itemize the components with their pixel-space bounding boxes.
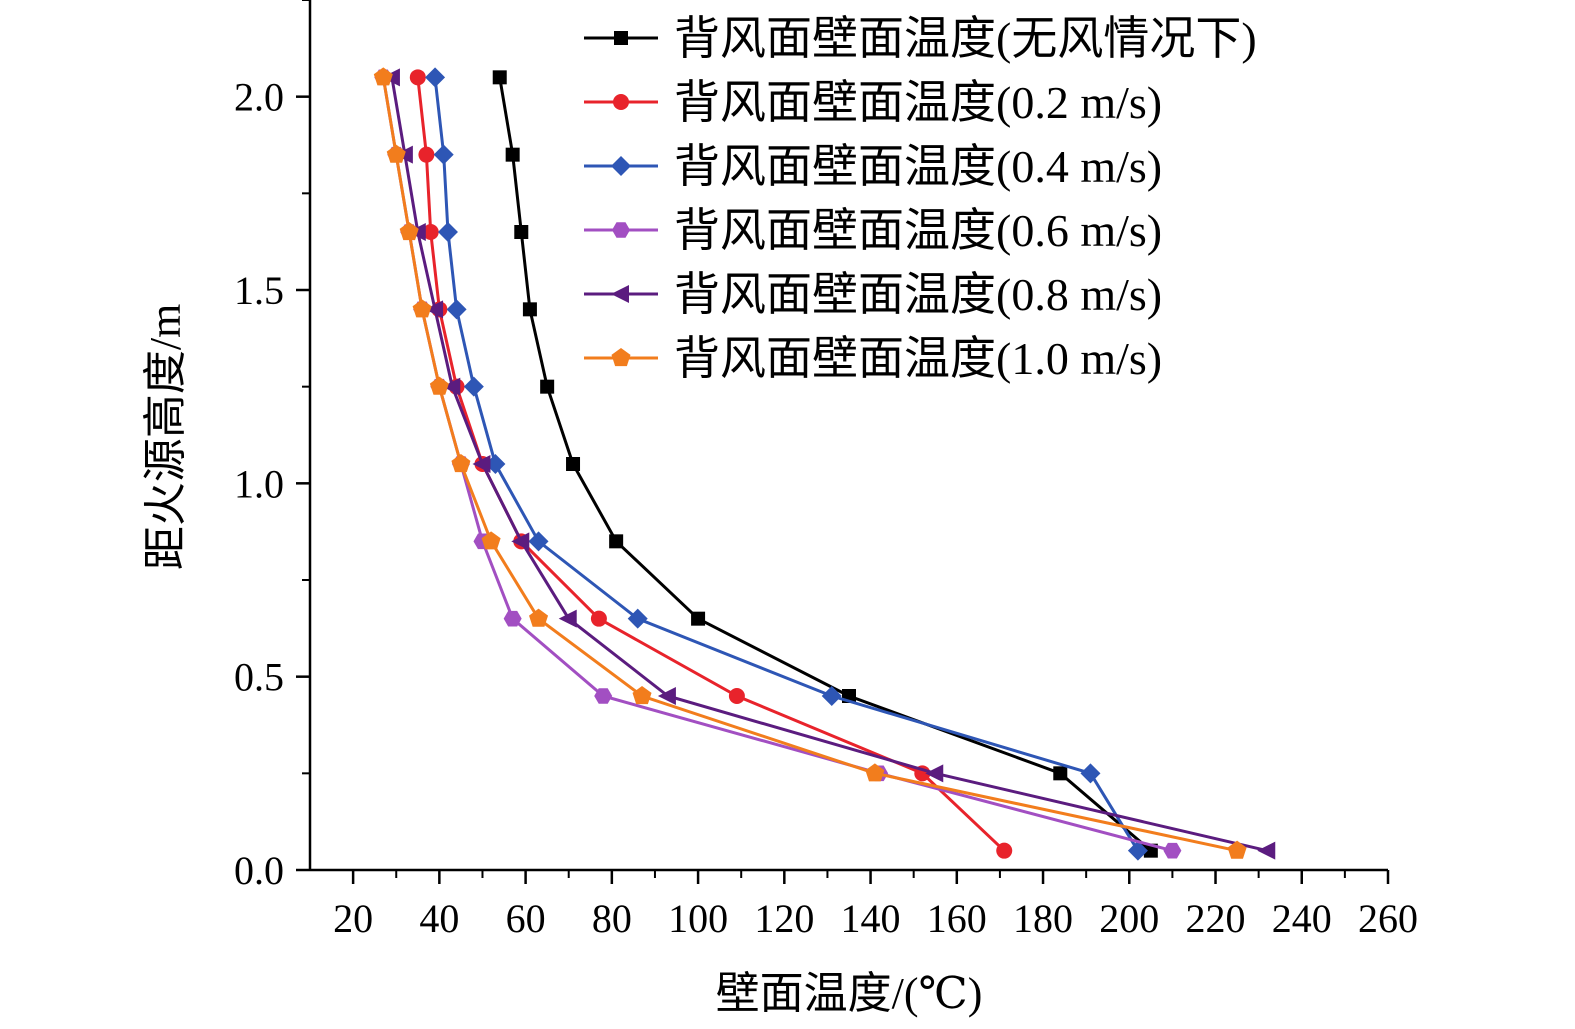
legend-item: 背风面壁面温度(1.0 m/s) (584, 333, 1162, 384)
legend: 背风面壁面温度(无风情况下) 背风面壁面温度(0.2 m/s) 背风面壁面温度(0.… (584, 13, 1257, 384)
legend-item: 背风面壁面温度(0.4 m/s) (584, 141, 1162, 192)
data-point (529, 608, 549, 627)
data-point (463, 376, 484, 397)
data-point (1127, 840, 1148, 861)
x-tick-label: 20 (333, 896, 373, 941)
x-ticks: 20 40 60 80 100 120 140 160 180 200 220 240 260 (333, 870, 1418, 941)
data-point (632, 686, 652, 705)
x-tick-label: 40 (419, 896, 459, 941)
data-point (1053, 766, 1068, 781)
legend-label: 背风面壁面温度(0.8 m/s) (674, 269, 1162, 320)
data-point (594, 688, 613, 704)
series-line (381, 77, 1238, 853)
x-tick-label: 120 (754, 896, 814, 941)
series-line (416, 77, 1006, 852)
x-tick-label: 200 (1099, 896, 1159, 941)
data-point (433, 144, 454, 165)
data-point (425, 300, 444, 319)
data-point (505, 147, 520, 162)
x-tick-label: 60 (506, 896, 546, 941)
data-point (1227, 840, 1247, 859)
data-point (412, 299, 432, 318)
data-point (399, 222, 419, 241)
data-point (422, 224, 439, 240)
data-point (472, 455, 491, 473)
series-5 (373, 67, 1247, 859)
x-tick-label: 100 (668, 896, 728, 941)
legend-label: 背风面壁面温度(无风情况下) (674, 13, 1257, 64)
data-point (865, 763, 885, 782)
legend-label: 背风面壁面温度(0.6 m/s) (674, 205, 1162, 256)
series-layer (373, 67, 1276, 861)
data-point (425, 67, 446, 88)
legend-label: 背风面壁面温度(0.2 m/s) (674, 77, 1162, 128)
data-point (925, 764, 944, 783)
series-line (433, 77, 1140, 852)
legend-swatch-marker (611, 348, 631, 367)
data-point (442, 377, 461, 396)
y-tick-label: 2.0 (234, 75, 284, 120)
y-tick-label: 0.0 (234, 848, 284, 893)
data-point (996, 842, 1013, 859)
data-point (528, 531, 549, 552)
data-point (657, 687, 676, 705)
data-point (418, 146, 435, 163)
series-line (498, 77, 1152, 852)
data-point (492, 70, 507, 85)
data-point (503, 610, 522, 627)
data-point (429, 376, 449, 395)
legend-label: 背风面壁面温度(1.0 m/s) (674, 333, 1162, 384)
data-point (566, 457, 581, 471)
data-point (514, 225, 529, 239)
data-point (540, 379, 555, 394)
axes: 20 40 60 80 100 120 140 160 180 200 220 240 260 0.00… (234, 0, 1418, 941)
data-point (511, 532, 530, 551)
x-tick-label: 240 (1272, 896, 1332, 941)
data-point (481, 531, 501, 550)
data-point (627, 608, 648, 629)
data-point (558, 609, 577, 628)
x-axis-title: 壁面温度/(℃) (716, 969, 983, 1018)
data-point (1080, 763, 1101, 784)
series-4 (381, 68, 1276, 860)
legend-swatch-marker (611, 285, 629, 303)
x-tick-label: 260 (1358, 896, 1418, 941)
data-point (1257, 841, 1276, 860)
data-point (437, 222, 458, 242)
y-tick-label: 0.5 (234, 655, 284, 700)
data-point (386, 144, 406, 163)
y-tick-label: 1.0 (234, 461, 284, 506)
data-point (728, 688, 745, 704)
legend-item: 背风面壁面温度(0.8 m/s) (584, 269, 1162, 320)
data-point (446, 299, 467, 320)
legend-label: 背风面壁面温度(0.4 m/s) (674, 141, 1162, 192)
x-tick-label: 180 (1013, 896, 1073, 941)
data-point (373, 67, 393, 86)
data-point (522, 302, 537, 317)
legend-swatch-marker (614, 31, 628, 45)
x-tick-label: 220 (1186, 896, 1246, 941)
y-axis-title: 距火源高度/m (141, 304, 190, 570)
data-point (409, 69, 426, 86)
x-tick-label: 80 (592, 896, 632, 941)
data-point (609, 534, 624, 549)
x-tick-label: 140 (841, 896, 901, 941)
y-tick-label: 1.5 (234, 268, 284, 313)
data-point (451, 454, 471, 473)
legend-item: 背风面壁面温度(无风情况下) (584, 13, 1257, 64)
legend-item: 背风面壁面温度(0.2 m/s) (584, 77, 1162, 128)
x-tick-label: 160 (927, 896, 987, 941)
legend-item: 背风面壁面温度(0.6 m/s) (584, 205, 1162, 256)
data-point (691, 611, 706, 626)
legend-swatch-marker (612, 222, 630, 238)
data-point (590, 610, 607, 627)
legend-swatch-marker (611, 156, 631, 176)
data-point (1163, 842, 1182, 859)
data-point (821, 686, 842, 706)
legend-swatch-marker (613, 94, 629, 110)
y-ticks: 0.0 0.5 1.0 1.5 2.0 (234, 0, 310, 893)
